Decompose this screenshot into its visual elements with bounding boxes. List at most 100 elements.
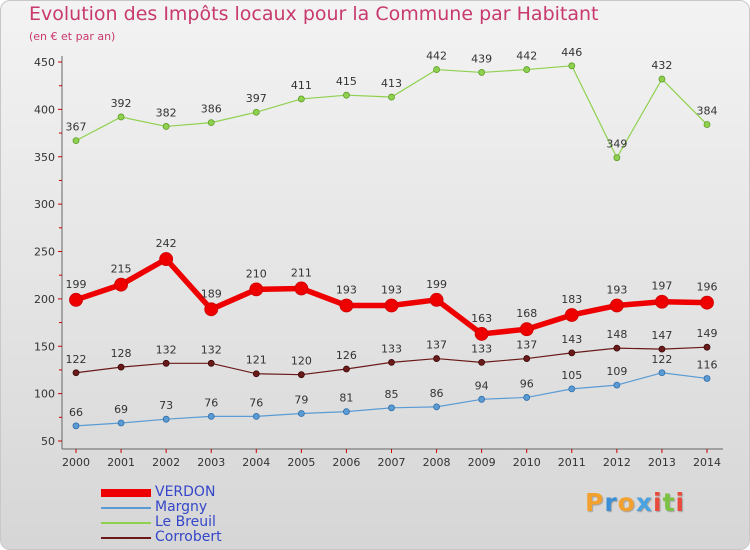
data-label-le-breuil: 442 — [516, 50, 537, 63]
logo-letter: r — [604, 488, 618, 517]
logo-letter: o — [617, 488, 636, 517]
data-label-le-breuil: 439 — [471, 52, 492, 65]
data-point-corrobert — [658, 345, 666, 353]
data-label-margny: 96 — [520, 377, 534, 390]
logo-letter: t — [662, 488, 676, 517]
data-label-le-breuil: 432 — [651, 59, 672, 72]
data-label-margny: 116 — [697, 358, 718, 371]
data-point-le-breuil — [433, 66, 440, 73]
data-point-margny — [117, 419, 125, 427]
legend-item-verdon: VERDON — [101, 484, 301, 500]
x-tick-label: 2009 — [468, 456, 496, 469]
data-label-corrobert: 132 — [201, 343, 222, 356]
data-label-corrobert: 120 — [291, 355, 312, 368]
data-label-corrobert: 148 — [606, 328, 627, 341]
data-label-verdon: 215 — [111, 263, 132, 276]
data-label-le-breuil: 411 — [291, 79, 312, 92]
data-label-corrobert: 132 — [156, 343, 177, 356]
data-label-corrobert: 149 — [697, 327, 718, 340]
data-point-margny — [613, 381, 621, 389]
data-point-le-breuil — [478, 69, 486, 76]
legend-label-corrobert: Corrobert — [155, 529, 222, 545]
x-tick-label: 2012 — [603, 456, 631, 469]
x-tick-label: 2008 — [423, 456, 451, 469]
legend-swatch-le-breuil — [101, 522, 151, 524]
data-point-verdon — [159, 252, 174, 266]
data-label-verdon: 193 — [381, 284, 402, 297]
data-label-verdon: 197 — [651, 280, 672, 293]
data-label-corrobert: 133 — [471, 342, 492, 355]
data-label-verdon: 168 — [516, 307, 537, 320]
logo-letter: i — [653, 488, 663, 517]
data-point-verdon — [429, 292, 444, 307]
x-tick-label: 2001 — [107, 456, 135, 469]
data-point-verdon — [384, 298, 399, 313]
data-point-verdon — [339, 298, 354, 313]
data-point-le-breuil — [207, 119, 215, 127]
legend-item-le-breuil: Le Breuil — [101, 514, 301, 530]
data-label-le-breuil: 446 — [561, 46, 582, 59]
data-point-corrobert — [162, 359, 170, 367]
data-point-le-breuil — [162, 123, 170, 130]
x-tick-label: 2004 — [242, 456, 270, 469]
data-label-le-breuil: 386 — [201, 103, 222, 116]
legend-label-le-breuil: Le Breuil — [155, 514, 216, 530]
data-point-verdon — [249, 282, 264, 297]
data-label-le-breuil: 349 — [606, 138, 627, 151]
data-point-corrobert — [613, 344, 621, 352]
y-tick-label: 350 — [34, 151, 55, 164]
data-point-margny — [703, 375, 711, 382]
legend-swatch-margny — [101, 507, 151, 509]
x-tick-label: 2014 — [693, 456, 721, 469]
x-tick-label: 2000 — [62, 456, 90, 469]
data-point-corrobert — [478, 358, 486, 366]
y-tick-label: 450 — [34, 56, 55, 69]
data-label-margny: 76 — [249, 396, 263, 409]
data-label-corrobert: 133 — [381, 342, 402, 355]
data-label-verdon: 242 — [156, 237, 177, 250]
data-label-margny: 86 — [430, 387, 444, 400]
data-label-margny: 122 — [651, 353, 672, 366]
data-label-margny: 85 — [385, 388, 399, 401]
data-point-corrobert — [207, 359, 215, 367]
data-point-margny — [72, 422, 80, 430]
data-point-verdon — [204, 302, 219, 317]
data-point-le-breuil — [117, 113, 125, 121]
x-tick-label: 2005 — [287, 456, 315, 469]
y-tick-label: 400 — [34, 103, 55, 116]
legend-label-margny: Margny — [155, 499, 208, 515]
data-point-corrobert — [72, 369, 80, 377]
logo-letter: P — [585, 488, 605, 517]
data-label-margny: 73 — [159, 399, 173, 412]
data-point-corrobert — [297, 371, 305, 379]
data-label-le-breuil: 392 — [111, 97, 132, 110]
data-point-le-breuil — [658, 75, 666, 83]
data-label-margny: 76 — [204, 396, 218, 409]
data-point-verdon — [519, 322, 534, 337]
proxiti-logo: Proxiti — [585, 488, 685, 517]
data-point-corrobert — [252, 370, 260, 378]
data-label-le-breuil: 413 — [381, 77, 402, 90]
x-tick-label: 2002 — [152, 456, 180, 469]
y-tick-label: 150 — [34, 340, 55, 353]
data-point-verdon — [700, 295, 714, 310]
data-label-margny: 81 — [339, 392, 353, 405]
chart-subtitle: (en € et par an) — [29, 30, 116, 43]
y-tick-label: 50 — [41, 435, 55, 448]
data-point-corrobert — [343, 365, 350, 373]
legend-item-corrobert: Corrobert — [101, 529, 301, 545]
data-point-corrobert — [523, 355, 531, 362]
logo-letter: i — [675, 488, 686, 517]
data-label-corrobert: 128 — [111, 347, 132, 360]
x-tick-label: 2003 — [197, 456, 225, 469]
data-label-corrobert: 126 — [336, 349, 357, 362]
data-label-verdon: 193 — [606, 284, 627, 297]
y-tick-label: 250 — [34, 246, 55, 259]
data-label-margny: 94 — [475, 379, 489, 392]
data-point-le-breuil — [568, 62, 576, 70]
data-point-margny — [523, 394, 531, 401]
data-point-corrobert — [433, 355, 440, 362]
data-label-margny: 79 — [294, 394, 308, 407]
